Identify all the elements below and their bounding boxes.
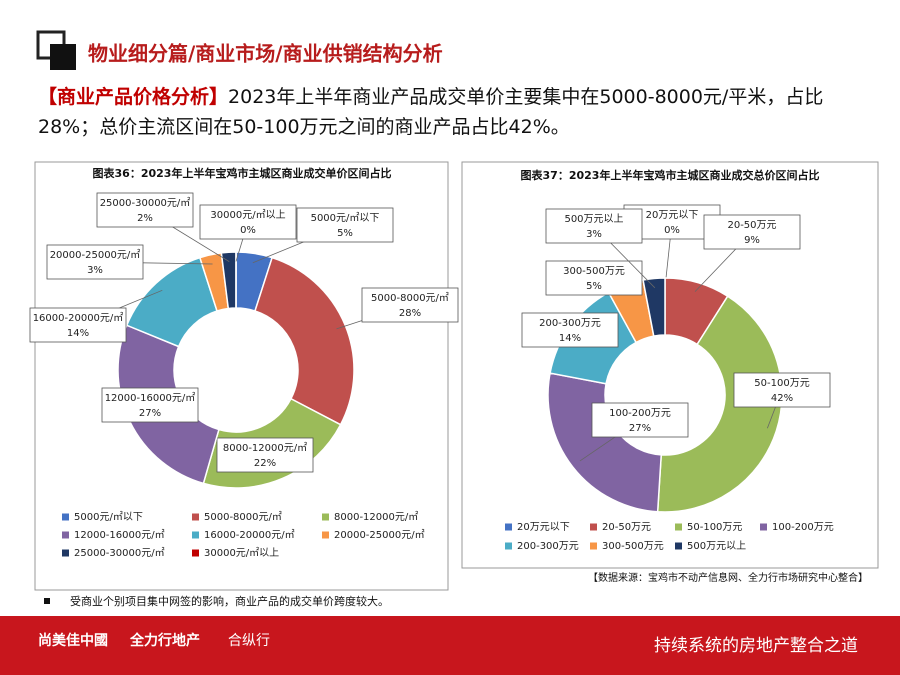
- label-category: 5000元/㎡以下: [311, 212, 380, 224]
- data-label: 3%: [87, 265, 103, 276]
- legend-label: 30000元/㎡以上: [204, 547, 279, 559]
- chart-panel: [461, 161, 879, 569]
- label-box: [199, 204, 297, 240]
- data-label: 27%: [629, 423, 651, 434]
- legend-swatch: [62, 549, 69, 557]
- legend-label: 12000-16000元/㎡: [74, 529, 165, 541]
- label-box: [216, 437, 314, 473]
- label-category: 50-100万元: [754, 378, 809, 389]
- label-box: [29, 307, 127, 343]
- label-category: 16000-20000元/㎡: [33, 312, 124, 324]
- label-box: [361, 287, 459, 323]
- label-category: 20000-25000元/㎡: [50, 249, 141, 261]
- legend-swatch: [62, 531, 69, 539]
- legend-swatch: [590, 542, 597, 550]
- label-category: 5000-8000元/㎡: [371, 292, 449, 304]
- legend-label: 20-50万元: [602, 522, 651, 533]
- footer-brand: 尚美佳中國: [38, 632, 108, 649]
- footer-slogan: 持续系统的房地产整合之道: [654, 636, 858, 656]
- donut-slice: [656, 295, 783, 513]
- data-label: 27%: [139, 408, 161, 419]
- footer-brand: 全力行地产: [129, 632, 200, 649]
- legend-swatch: [505, 542, 512, 550]
- legend-swatch: [675, 542, 682, 550]
- data-label: 9%: [744, 235, 760, 246]
- legend-swatch: [192, 531, 199, 539]
- note: 受商业个别项目集中网签的影响，商业产品的成交单价跨度较大。: [70, 594, 389, 608]
- label-category: 25000-30000元/㎡: [100, 197, 191, 209]
- label-category: 30000元/㎡以上: [210, 209, 285, 221]
- legend-swatch: [62, 513, 69, 521]
- label-box: [296, 207, 394, 243]
- label-category: 100-200万元: [609, 408, 671, 419]
- label-category: 20-50万元: [727, 220, 776, 231]
- legend-label: 500万元以上: [687, 540, 746, 552]
- legend-label: 20万元以下: [517, 522, 570, 533]
- footer-band: [0, 616, 900, 675]
- summary: 【商业产品价格分析】2023年上半年商业产品成交单价主要集中在5000-8000…: [38, 82, 868, 142]
- legend-swatch: [322, 531, 329, 539]
- label-category: 500万元以上: [564, 213, 623, 225]
- data-label: 28%: [399, 308, 421, 319]
- legend-label: 200-300万元: [517, 541, 579, 552]
- legend-label: 300-500万元: [602, 541, 664, 552]
- label-box: [703, 214, 801, 250]
- footer-brand: 合纵行: [228, 633, 270, 649]
- legend-label: 25000-30000元/㎡: [74, 547, 165, 559]
- label-category: 8000-12000元/㎡: [223, 442, 307, 454]
- label-box: [46, 244, 144, 280]
- legend-label: 5000元/㎡以下: [74, 511, 143, 523]
- summary-text: 2023年上半年商业产品成交单价主要集中在5000-8000元/平米，占比28%…: [38, 86, 824, 138]
- donut-slice: [547, 372, 663, 513]
- label-box: [591, 402, 689, 438]
- label-box: [545, 260, 643, 296]
- legend-swatch: [760, 523, 767, 531]
- chart-title: 图表37：2023年上半年宝鸡市主城区商业成交总价区间占比: [520, 169, 820, 182]
- label-box: [101, 387, 199, 423]
- header-title: 物业细分篇/商业市场/商业供销结构分析: [88, 42, 443, 66]
- chart-title-box: 图表37：2023年上半年宝鸡市主城区商业成交总价区间占比: [520, 169, 820, 182]
- summary-tag: 【商业产品价格分析】: [38, 86, 229, 108]
- chart-title-box: 图表36：2023年上半年宝鸡市主城区商业成交单价区间占比: [92, 167, 392, 180]
- label-box: [545, 208, 643, 244]
- data-label: 14%: [559, 333, 581, 344]
- donut-slice: [642, 277, 666, 337]
- data-label: 14%: [67, 328, 89, 339]
- legend-label: 20000-25000元/㎡: [334, 529, 425, 541]
- data-label: 5%: [586, 281, 602, 292]
- legend-label: 100-200万元: [772, 522, 834, 533]
- legend-label: 50-100万元: [687, 522, 742, 533]
- legend-swatch: [675, 523, 682, 531]
- legend-swatch: [192, 513, 199, 521]
- label-box: [521, 312, 619, 348]
- label-category: 200-300万元: [539, 318, 601, 329]
- source: 【数据来源：宝鸡市不动产信息网、全力行市场研究中心整合】: [588, 571, 868, 584]
- legend-swatch: [505, 523, 512, 531]
- donut-slice: [254, 256, 355, 426]
- legend-label: 16000-20000元/㎡: [204, 529, 295, 541]
- legend-swatch: [322, 513, 329, 521]
- summary-box: 【商业产品价格分析】2023年上半年商业产品成交单价主要集中在5000-8000…: [38, 82, 868, 142]
- legend-swatch: [590, 523, 597, 531]
- legend-label: 8000-12000元/㎡: [334, 511, 418, 523]
- data-label: 0%: [664, 225, 680, 236]
- data-label: 3%: [586, 229, 602, 240]
- data-label: 0%: [240, 225, 256, 236]
- legend-swatch: [192, 549, 199, 557]
- label-box: [96, 192, 194, 228]
- data-label: 2%: [137, 213, 153, 224]
- bullet: [44, 598, 50, 604]
- data-label: 42%: [771, 393, 793, 404]
- label-category: 12000-16000元/㎡: [105, 392, 196, 404]
- chart-title: 图表36：2023年上半年宝鸡市主城区商业成交单价区间占比: [92, 167, 392, 180]
- data-label: 22%: [254, 458, 276, 469]
- label-category: 20万元以下: [646, 210, 699, 221]
- header-icon-fill: [50, 44, 76, 70]
- data-label: 5%: [337, 228, 353, 239]
- label-category: 300-500万元: [563, 266, 625, 277]
- chart-panel: [34, 161, 449, 591]
- label-box: [733, 372, 831, 408]
- legend-label: 5000-8000元/㎡: [204, 511, 282, 523]
